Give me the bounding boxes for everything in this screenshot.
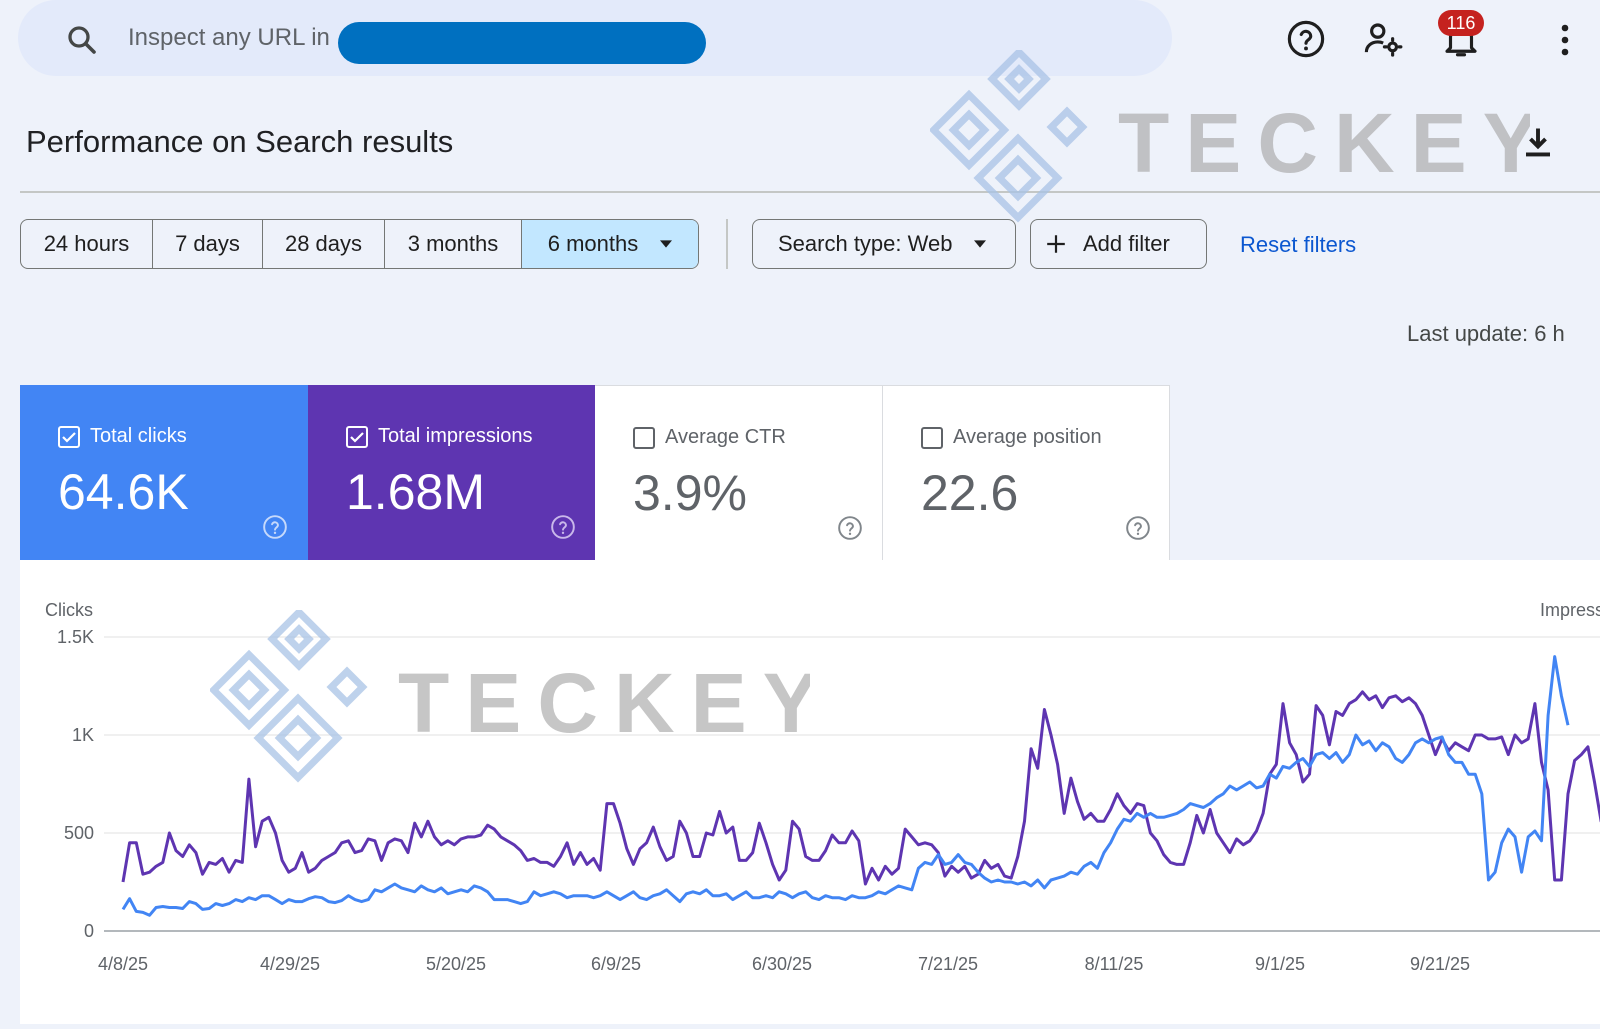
x-tick-label: 4/8/25	[98, 954, 148, 974]
metric-card-average-ctr[interactable]: Average CTR 3.9%	[595, 385, 883, 560]
search-type-label: Search type: Web	[778, 231, 953, 256]
metric-value: 1.68M	[346, 464, 485, 520]
search-icon[interactable]	[64, 22, 100, 58]
teckey-watermark: TECKEY	[930, 50, 1530, 223]
plus-icon	[1047, 235, 1065, 253]
svg-text:TECKEY: TECKEY	[1118, 96, 1530, 190]
metric-label: Average CTR	[665, 426, 786, 448]
help-icon[interactable]	[1125, 515, 1151, 541]
y-tick-label: 1K	[72, 725, 94, 745]
x-tick-label: 8/11/25	[1085, 954, 1144, 974]
metric-value: 64.6K	[58, 464, 189, 520]
help-icon[interactable]	[550, 514, 576, 540]
range-option-28-days[interactable]: 28 days	[263, 220, 385, 268]
performance-chart-card: Clicks Impressions 0 500 1K 1.5K 4/8/25 4/29…	[20, 560, 1600, 1024]
metric-value: 3.9%	[633, 465, 747, 521]
add-filter-label: Add filter	[1083, 231, 1170, 256]
x-tick-label: 7/21/25	[918, 954, 978, 974]
header-divider	[20, 191, 1600, 193]
redacted-url-overlay	[338, 22, 706, 64]
metric-card-average-position[interactable]: Average position 22.6	[883, 385, 1170, 560]
page-title: Performance on Search results	[26, 124, 454, 159]
x-tick-label: 9/21/25	[1410, 954, 1470, 974]
checkbox-unchecked-icon[interactable]	[633, 427, 655, 449]
reset-filters-link[interactable]: Reset filters	[1240, 232, 1357, 257]
range-option-7-days[interactable]: 7 days	[153, 220, 263, 268]
dropdown-arrow-icon	[660, 240, 673, 248]
range-option-24-hours[interactable]: 24 hours	[21, 220, 153, 268]
y-tick-label: 1.5K	[57, 627, 94, 647]
performance-line-chart[interactable]: Clicks Impressions 0 500 1K 1.5K 4/8/25 4/29…	[20, 560, 1600, 1024]
range-selected-label: 6 months	[547, 231, 639, 256]
last-update-text: Last update: 6 h	[1407, 321, 1565, 346]
dropdown-arrow-icon	[974, 240, 987, 248]
checkbox-checked-icon[interactable]	[58, 426, 80, 448]
search-type-dropdown[interactable]: Search type: Web	[752, 219, 1016, 269]
checkbox-checked-icon[interactable]	[346, 426, 368, 448]
url-inspection-search-bar[interactable]: Inspect any URL in	[18, 0, 1172, 76]
metric-card-total-impressions[interactable]: Total impressions 1.68M	[308, 385, 595, 560]
notification-count-badge: 116	[1438, 10, 1484, 36]
export-download-icon[interactable]	[1520, 124, 1556, 160]
series-line-impressions[interactable]	[121, 690, 1600, 886]
metric-label: Average position	[953, 426, 1102, 448]
search-input[interactable]: Inspect any URL in	[128, 24, 330, 51]
metric-value: 22.6	[921, 465, 1019, 521]
y-tick-label: 500	[64, 823, 94, 843]
toolbar-separator	[726, 219, 728, 269]
x-tick-label: 4/29/25	[260, 954, 320, 974]
add-filter-button[interactable]: Add filter	[1030, 219, 1207, 269]
teckey-watermark: TECKEY	[210, 610, 810, 783]
metric-label: Total clicks	[90, 425, 187, 447]
help-icon[interactable]	[262, 514, 288, 540]
date-range-selector: 24 hours 7 days 28 days 3 months 6 month…	[20, 219, 699, 269]
x-tick-label: 9/1/25	[1255, 954, 1305, 974]
checkbox-unchecked-icon[interactable]	[921, 427, 943, 449]
x-tick-label: 6/30/25	[752, 954, 812, 974]
y2-axis-title: Impressions	[1540, 600, 1600, 620]
manage-users-icon[interactable]	[1362, 18, 1404, 60]
x-tick-label: 5/20/25	[426, 954, 486, 974]
help-icon[interactable]	[1285, 18, 1327, 60]
help-icon[interactable]	[837, 515, 863, 541]
metric-label: Total impressions	[378, 425, 533, 447]
more-options-icon[interactable]	[1558, 22, 1572, 58]
metric-card-total-clicks[interactable]: Total clicks 64.6K	[20, 385, 308, 560]
y-axis-title: Clicks	[45, 600, 93, 620]
y-tick-label: 0	[84, 921, 94, 941]
series-line-clicks[interactable]	[121, 655, 1570, 917]
svg-text:TECKEY: TECKEY	[398, 656, 810, 750]
range-option-6-months[interactable]: 6 months	[522, 220, 698, 268]
range-option-3-months[interactable]: 3 months	[385, 220, 522, 268]
x-tick-label: 6/9/25	[591, 954, 641, 974]
